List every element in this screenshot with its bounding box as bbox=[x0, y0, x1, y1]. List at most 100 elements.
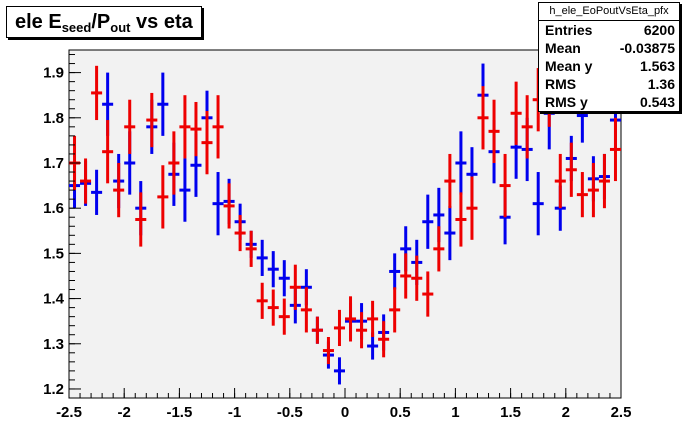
data-point-blue bbox=[91, 169, 103, 215]
data-point-red bbox=[455, 192, 467, 247]
x-tick-label: -1 bbox=[228, 404, 241, 421]
data-point-red bbox=[124, 99, 136, 154]
stats-label: Mean bbox=[545, 40, 581, 56]
data-point-red bbox=[267, 289, 279, 326]
data-point-red bbox=[333, 309, 345, 347]
data-point-red bbox=[135, 192, 147, 247]
stats-row-rms: RMS 1.36 bbox=[539, 75, 679, 93]
data-point-red bbox=[433, 226, 445, 272]
y-tick-label: 1.9 bbox=[43, 65, 64, 82]
data-point-blue bbox=[532, 172, 544, 236]
y-tick-label: 1.4 bbox=[43, 291, 65, 308]
data-point-red bbox=[80, 158, 92, 204]
data-point-red bbox=[146, 92, 158, 148]
data-point-red bbox=[91, 65, 103, 121]
data-point-red bbox=[345, 296, 357, 342]
data-point-blue bbox=[422, 194, 434, 249]
data-point-red bbox=[466, 176, 478, 240]
x-tick-label: 1.5 bbox=[500, 404, 521, 421]
x-tick-label: 1 bbox=[451, 404, 459, 421]
y-tick-label: 1.3 bbox=[43, 336, 64, 353]
data-point-red bbox=[554, 153, 566, 209]
stats-value: -0.03875 bbox=[619, 40, 675, 56]
data-point-blue bbox=[389, 253, 401, 290]
y-tick-label: 1.6 bbox=[43, 200, 64, 217]
data-point-blue bbox=[455, 131, 467, 195]
data-point-red bbox=[499, 153, 511, 218]
data-point-blue bbox=[444, 205, 456, 261]
data-point-red bbox=[289, 264, 301, 310]
data-point-red bbox=[356, 312, 368, 349]
stats-label: RMS y bbox=[545, 94, 588, 110]
data-point-red bbox=[477, 86, 489, 150]
data-point-red bbox=[587, 162, 599, 218]
data-point-red bbox=[488, 99, 500, 163]
data-point-blue bbox=[267, 251, 279, 288]
data-point-red bbox=[113, 162, 125, 218]
stats-value: 1.36 bbox=[647, 76, 675, 92]
data-point-red bbox=[411, 255, 423, 301]
data-point-red bbox=[367, 300, 379, 337]
data-point-red bbox=[278, 298, 290, 335]
data-point-blue bbox=[212, 172, 224, 236]
stats-label: Mean y bbox=[545, 58, 593, 74]
data-point-red bbox=[168, 131, 180, 195]
data-point-red bbox=[190, 101, 202, 157]
data-point-red bbox=[510, 81, 522, 145]
stats-row-rms-y: RMS y 0.543 bbox=[539, 93, 679, 111]
stats-histogram-name: h_ele_EoPoutVsEta_pfx bbox=[539, 3, 679, 21]
stats-row-mean: Mean -0.03875 bbox=[539, 39, 679, 57]
x-tick-label: -0.5 bbox=[277, 404, 303, 421]
stats-value: 1.563 bbox=[639, 58, 675, 74]
data-point-blue bbox=[278, 260, 290, 297]
data-marks bbox=[69, 63, 621, 385]
data-point-red bbox=[102, 120, 114, 184]
y-tick-label: 1.5 bbox=[43, 245, 64, 262]
data-point-blue bbox=[256, 239, 268, 276]
data-point-red bbox=[322, 336, 334, 365]
title-subscript-seed: seed bbox=[61, 20, 92, 35]
data-point-red bbox=[389, 287, 401, 333]
y-tick-label: 1.7 bbox=[43, 155, 64, 172]
y-tick-label: 1.8 bbox=[43, 110, 64, 127]
data-point-red bbox=[179, 95, 191, 159]
data-point-red bbox=[245, 230, 257, 267]
title-middle: /P bbox=[91, 11, 111, 33]
data-point-red bbox=[378, 321, 390, 358]
title-subscript-out: out bbox=[110, 20, 131, 35]
data-point-red bbox=[300, 287, 312, 333]
data-point-red bbox=[223, 183, 235, 229]
data-point-red bbox=[444, 153, 456, 209]
data-point-red bbox=[422, 271, 434, 317]
data-point-red bbox=[212, 95, 224, 159]
x-tick-label: 2.5 bbox=[611, 404, 632, 421]
x-tick-label: 2 bbox=[562, 404, 570, 421]
data-point-red bbox=[576, 172, 588, 218]
series-red bbox=[69, 63, 621, 365]
data-point-red bbox=[609, 117, 621, 182]
x-tick-label: -2 bbox=[118, 404, 131, 421]
stats-label: RMS bbox=[545, 76, 577, 92]
data-point-red bbox=[521, 95, 533, 159]
x-tick-label: 0.5 bbox=[390, 404, 411, 421]
title-prefix: ele E bbox=[15, 11, 62, 33]
data-point-red bbox=[598, 153, 610, 209]
data-point-red bbox=[311, 316, 323, 344]
data-point-red bbox=[201, 111, 213, 175]
data-point-red bbox=[157, 165, 169, 229]
data-point-red bbox=[234, 214, 246, 252]
chart-title: ele Eseed/Pout vs eta bbox=[6, 6, 202, 38]
data-point-blue bbox=[333, 357, 345, 385]
data-point-red bbox=[565, 142, 577, 197]
axes: -2.5 -2 -1.5 -1 -0.5 0 0.5 1 1.5 2 2.5 1.2 1.3 1.4 1.5… bbox=[43, 54, 632, 421]
y-tick-label: 1.2 bbox=[43, 381, 64, 398]
title-suffix: vs eta bbox=[130, 11, 193, 33]
x-tick-label: 0 bbox=[341, 404, 349, 421]
data-point-blue bbox=[157, 72, 169, 136]
data-point-red bbox=[400, 253, 412, 299]
stats-label: Entries bbox=[545, 22, 593, 38]
data-point-red bbox=[256, 282, 268, 319]
data-point-blue bbox=[179, 158, 191, 222]
stats-value: 0.543 bbox=[639, 94, 675, 110]
